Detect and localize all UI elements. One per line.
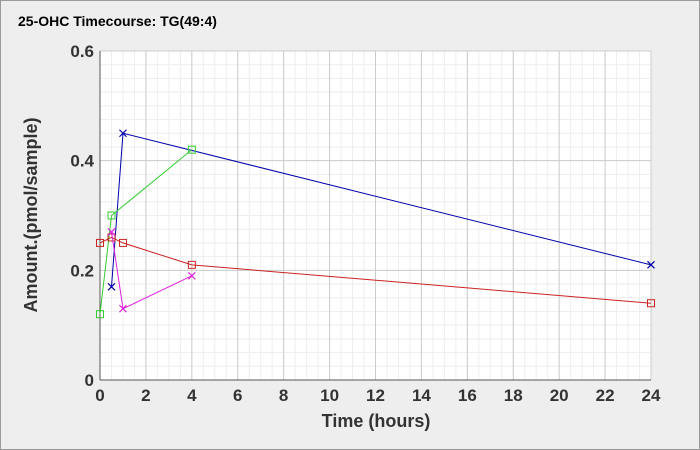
x-tick-label: 18 (504, 386, 523, 405)
data-point-marker (107, 211, 116, 220)
series-4 (107, 228, 196, 313)
x-tick-label: 2 (141, 386, 150, 405)
x-tick-label: 12 (366, 386, 385, 405)
x-tick-label: 6 (233, 386, 242, 405)
x-tick-label: 24 (642, 386, 661, 405)
data-point-marker (119, 129, 127, 138)
x-axis-title: Time (hours) (322, 411, 431, 431)
y-axis-title: Amount.(pmol/sample) (21, 117, 41, 312)
data-point-marker (187, 260, 196, 269)
x-tick-labels: 0 2 4 6 8 10 12 14 16 18 20 22 24 (95, 386, 661, 405)
data-point-marker (187, 271, 196, 280)
data-point-marker (118, 238, 127, 247)
series-layer (96, 129, 655, 319)
x-tick-label: 8 (279, 386, 288, 405)
y-tick-label: 0.4 (70, 152, 94, 171)
y-tick-label: 0.2 (70, 261, 94, 280)
data-point-marker (107, 282, 116, 291)
series-2 (96, 145, 196, 319)
data-point-marker (96, 238, 104, 247)
x-tick-label: 16 (458, 386, 477, 405)
x-tick-label: 20 (550, 386, 569, 405)
data-point-marker (187, 145, 196, 154)
x-tick-label: 22 (596, 386, 615, 405)
y-tick-label: 0.6 (70, 42, 94, 61)
series-line (99, 149, 193, 315)
y-tick-labels: 0 0.2 0.4 0.6 (70, 42, 94, 390)
data-point-marker (647, 299, 655, 308)
x-tick-label: 14 (412, 386, 431, 405)
x-tick-label: 4 (187, 386, 197, 405)
data-point-marker (119, 304, 127, 313)
x-tick-label: 10 (320, 386, 339, 405)
y-tick-label: 0 (85, 371, 94, 390)
x-tick-label: 0 (95, 386, 104, 405)
chart-title: 25-OHC Timecourse: TG(49:4) (18, 13, 217, 29)
data-point-marker (647, 260, 655, 269)
data-point-marker (107, 228, 116, 236)
data-point-marker (96, 310, 104, 319)
series-3 (96, 233, 655, 308)
